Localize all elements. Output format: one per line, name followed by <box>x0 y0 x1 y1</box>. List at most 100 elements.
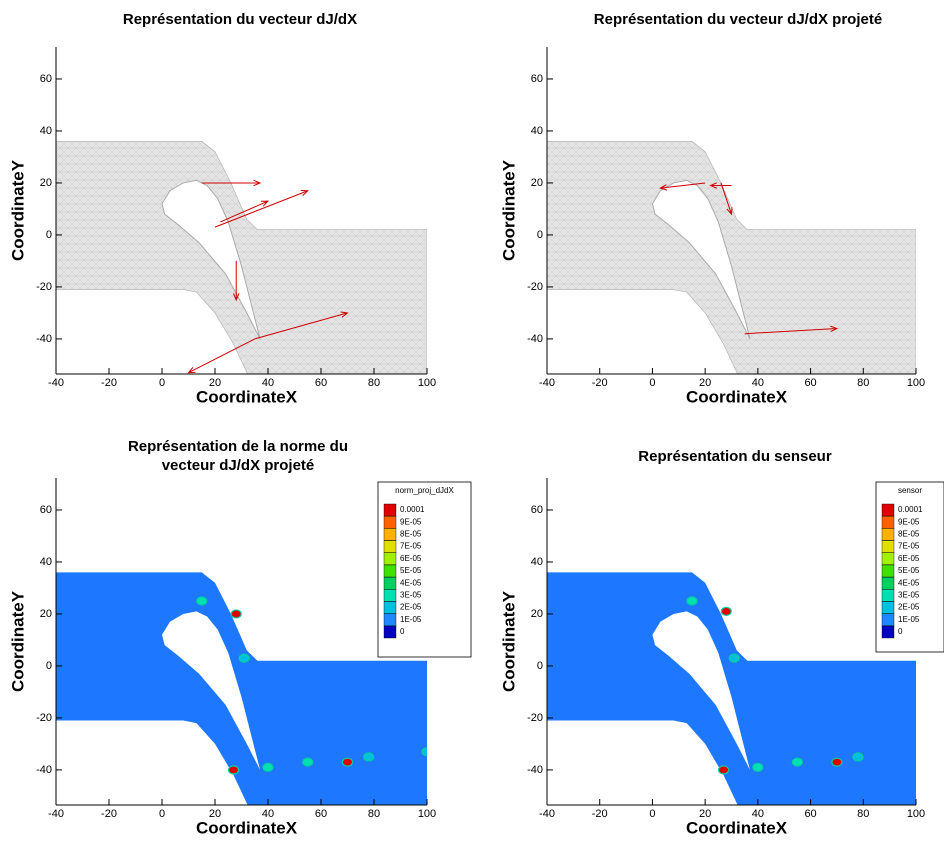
hotspot <box>852 752 864 762</box>
y-tick-label: 60 <box>40 73 52 85</box>
x-tick-label: -20 <box>592 377 608 389</box>
x-tick-label: 40 <box>262 808 274 820</box>
y-tick-label: -40 <box>527 333 543 345</box>
legend-label: 6E-05 <box>400 554 422 563</box>
legend-swatch <box>383 516 397 529</box>
vector-arrow <box>709 182 732 189</box>
plot-area <box>56 572 427 805</box>
plot-area <box>547 572 916 805</box>
y-tick-label: 60 <box>531 73 543 85</box>
legend-swatch <box>881 625 895 639</box>
legend-label: 1E-05 <box>898 615 920 624</box>
chart-title: Représentation du senseur <box>638 448 832 465</box>
hotspot <box>728 653 740 663</box>
legend-swatch <box>383 577 397 590</box>
y-tick-label: 0 <box>46 660 52 672</box>
x-tick-label: 20 <box>209 808 221 820</box>
vector-arrow <box>744 325 839 335</box>
legend-label: 6E-05 <box>898 554 920 563</box>
mesh-overlay <box>547 141 916 374</box>
y-tick-label: 20 <box>531 608 543 620</box>
y-axis-label: CoordinateY <box>8 590 27 692</box>
hotspot <box>230 609 242 619</box>
legend-label: 5E-05 <box>898 566 920 575</box>
panel: -40 -20 0 20 40 60 80 100 -40 -20 0 20 40 60 Représent… <box>499 11 925 407</box>
x-tick-label: 100 <box>907 377 925 389</box>
hotspot <box>262 762 274 772</box>
vector-arrow <box>201 179 262 187</box>
vector-arrow <box>254 311 349 340</box>
legend-label: 4E-05 <box>898 578 920 587</box>
x-tick-label: 80 <box>368 808 380 820</box>
vector-arrow <box>720 182 733 216</box>
legend-swatch <box>383 613 397 626</box>
legend-swatch <box>881 589 895 602</box>
vector-arrow <box>659 182 706 191</box>
panel: sensor 0.0001 9E-05 8E-05 7E-05 6E-05 5E-05 4E-… <box>499 448 944 837</box>
x-tick-label: -40 <box>48 808 64 820</box>
x-tick-label: 0 <box>159 808 165 820</box>
y-tick-label: -40 <box>527 764 543 776</box>
y-tick-label: 0 <box>537 660 543 672</box>
legend-label: 9E-05 <box>898 517 920 526</box>
legend-label: 0.0001 <box>400 505 425 514</box>
hotspot <box>196 596 208 606</box>
legend-swatch <box>881 577 895 590</box>
panel: -40 -20 0 20 40 60 80 100 -40 -20 0 20 40 60 Représent… <box>8 11 436 407</box>
legend-swatch <box>881 613 895 626</box>
y-tick-label: 40 <box>40 125 52 137</box>
airfoil <box>652 611 750 770</box>
y-tick-label: 40 <box>531 125 543 137</box>
y-tick-label: 20 <box>40 608 52 620</box>
legend-swatch <box>383 625 397 639</box>
domain <box>547 572 916 805</box>
y-tick-label: 60 <box>40 504 52 516</box>
y-tick-label: 0 <box>537 229 543 241</box>
hotspot <box>686 596 698 606</box>
y-tick-label: 20 <box>531 177 543 189</box>
x-tick-label: -20 <box>101 377 117 389</box>
legend-label: 8E-05 <box>400 530 422 539</box>
x-tick-label: 20 <box>699 808 711 820</box>
plot-area <box>547 141 916 374</box>
airfoil <box>161 179 261 340</box>
y-tick-label: -20 <box>36 281 52 293</box>
x-tick-label: -40 <box>539 808 555 820</box>
legend-swatch <box>881 528 895 541</box>
x-tick-label: -40 <box>48 377 64 389</box>
legend-swatch <box>383 540 397 553</box>
legend-label: 7E-05 <box>400 542 422 551</box>
y-tick-label: 60 <box>531 504 543 516</box>
legend-label: 0 <box>898 627 903 636</box>
x-tick-label: 0 <box>159 377 165 389</box>
y-tick-label: -20 <box>527 281 543 293</box>
y-tick-label: -20 <box>36 712 52 724</box>
x-tick-label: -20 <box>592 808 608 820</box>
x-tick-label: 20 <box>699 377 711 389</box>
x-tick-label: 0 <box>649 808 655 820</box>
y-axis-label: CoordinateY <box>499 159 518 261</box>
x-tick-label: 100 <box>418 808 436 820</box>
x-tick-label: 20 <box>209 377 221 389</box>
legend-swatch <box>383 589 397 602</box>
vector-arrow <box>220 200 270 223</box>
x-tick-label: 100 <box>907 808 925 820</box>
chart-title: Représentation du vecteur dJ/dX projeté <box>594 11 882 28</box>
y-axis-label: CoordinateY <box>8 159 27 261</box>
legend-swatch <box>383 564 397 578</box>
hotspot <box>302 757 314 767</box>
legend-swatch <box>881 564 895 578</box>
x-tick-label: 60 <box>804 808 816 820</box>
x-tick-label: -20 <box>101 808 117 820</box>
legend-title: norm_proj_dJdX <box>395 486 454 495</box>
hotspot <box>227 765 240 775</box>
y-tick-label: -40 <box>36 764 52 776</box>
legend-label: 2E-05 <box>400 603 422 612</box>
legend-label: 3E-05 <box>898 591 920 600</box>
legend-label: 5E-05 <box>400 566 422 575</box>
hotspot <box>363 752 375 762</box>
x-axis-label: CoordinateX <box>686 387 788 406</box>
legend-label: 0.0001 <box>898 505 923 514</box>
legend-label: 8E-05 <box>898 530 920 539</box>
x-tick-label: 40 <box>262 377 274 389</box>
